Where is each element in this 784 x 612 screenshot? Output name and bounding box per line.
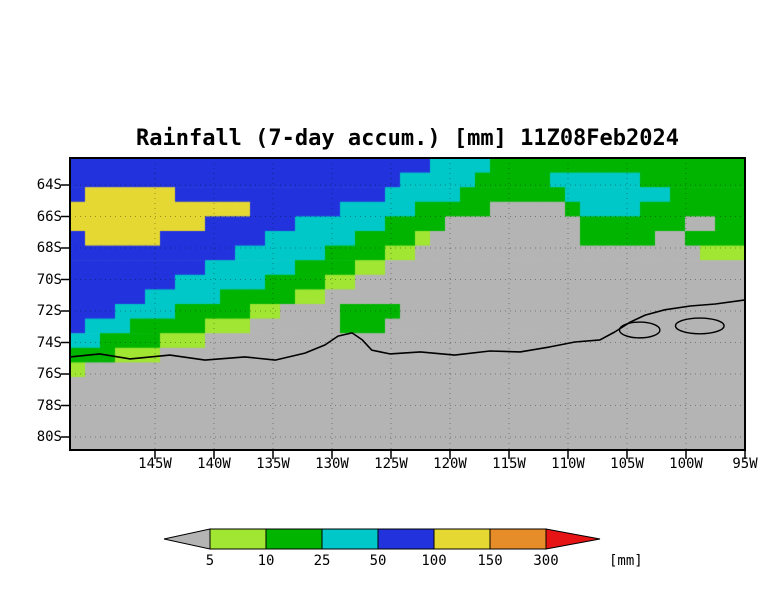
y-axis-label: 68S xyxy=(36,240,62,256)
y-axis-label: 76S xyxy=(36,366,62,382)
colorbar-swatches xyxy=(163,528,601,550)
x-axis-label: 135W xyxy=(256,456,290,472)
colorbar-segment xyxy=(265,528,323,550)
colorbar-below-arrow xyxy=(163,528,211,550)
colorbar-segment xyxy=(433,528,491,550)
x-axis-label: 125W xyxy=(374,456,408,472)
x-axis-label: 95W xyxy=(732,456,758,472)
colorbar-segment xyxy=(489,528,547,550)
colorbar-segment xyxy=(377,528,435,550)
x-axis-label: 145W xyxy=(138,456,172,472)
colorbar: 5 10 25 50 100 150 300 [mm] xyxy=(163,528,783,574)
colorbar-unit: [mm] xyxy=(609,553,643,569)
colorbar-tick-label: 25 xyxy=(313,553,331,569)
map-plot-area xyxy=(70,158,745,450)
x-axis-label: 100W xyxy=(669,456,703,472)
colorbar-segment xyxy=(209,528,267,550)
y-axis-label: 80S xyxy=(36,429,62,445)
y-axis-label: 72S xyxy=(36,303,62,319)
x-axis-label: 110W xyxy=(551,456,585,472)
y-axis-label: 70S xyxy=(36,271,62,288)
y-axis-label: 64S xyxy=(36,177,62,193)
chart-title: Rainfall (7-day accum.) [mm] 11Z08Feb202… xyxy=(135,126,680,151)
y-axis-label: 78S xyxy=(36,397,62,414)
x-axis-label: 120W xyxy=(433,456,467,472)
colorbar-tick-label: 50 xyxy=(369,553,387,569)
colorbar-tick-label: 5 xyxy=(205,553,215,569)
x-axis-label: 115W xyxy=(492,456,526,472)
colorbar-tick-label: 150 xyxy=(477,553,503,569)
x-axis-label: 130W xyxy=(315,456,349,472)
colorbar-tick-label: 100 xyxy=(421,553,447,569)
x-axis-label: 140W xyxy=(197,456,231,472)
colorbar-tick-label: 300 xyxy=(533,553,559,569)
y-axis-label: 66S xyxy=(36,208,62,225)
x-axis-label: 105W xyxy=(610,456,644,472)
colorbar-above-arrow xyxy=(545,528,601,550)
y-axis-label: 74S xyxy=(36,334,62,351)
rainfall-heatmap-canvas xyxy=(70,158,745,450)
colorbar-tick-label: 10 xyxy=(257,553,275,569)
colorbar-segment xyxy=(321,528,379,550)
